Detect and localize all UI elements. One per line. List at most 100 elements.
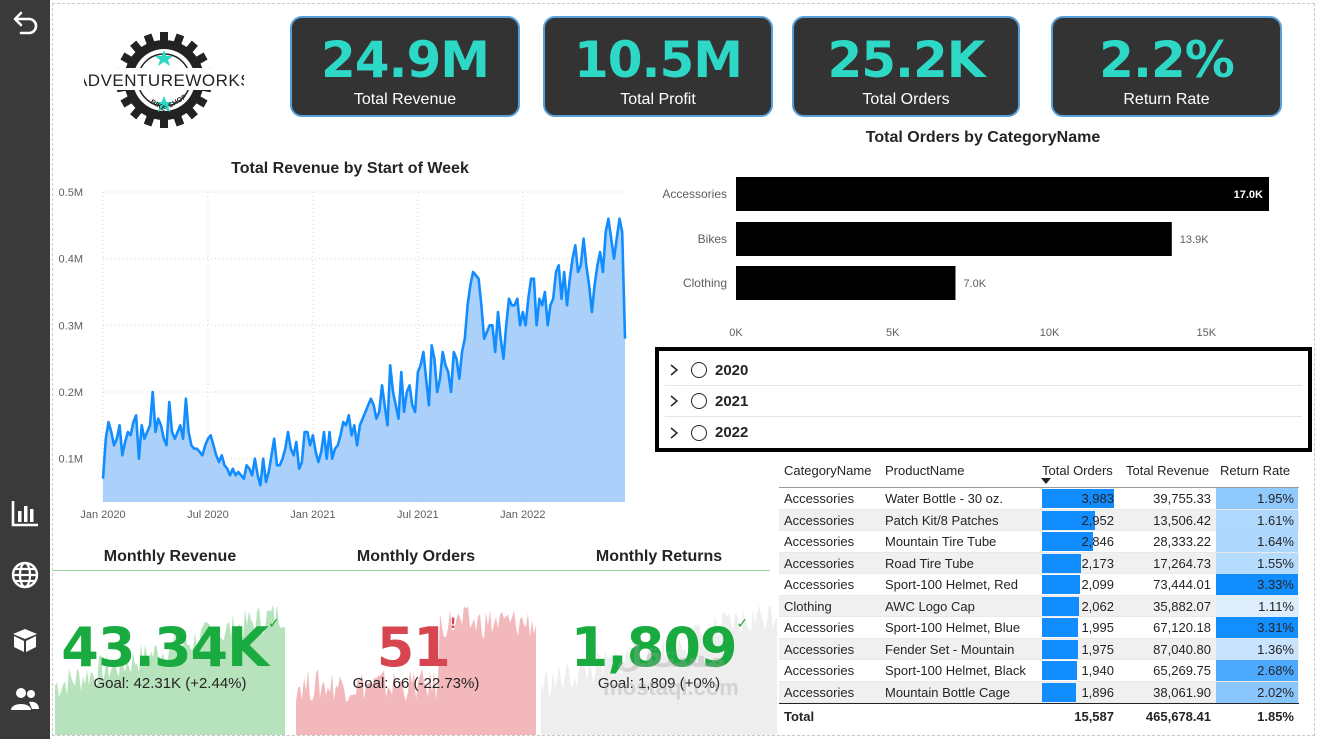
y-tick-label: 0.2M (59, 387, 83, 399)
bar-bikes (736, 222, 1172, 256)
divider (52, 570, 770, 571)
col-header-revenue[interactable]: Total Revenue (1126, 463, 1210, 478)
radio-button[interactable] (691, 393, 707, 409)
monthly-orders-kpi[interactable]: 51! Goal: 66 (-22.73%) (296, 580, 536, 735)
chevron-right-icon[interactable] (667, 363, 681, 377)
slicer-item-2021[interactable]: 2021 (665, 386, 1302, 417)
slicer-label: 2022 (715, 424, 749, 441)
adventureworks-logo: BIKE SHOP ADVENTUREWORKS (76, 30, 252, 130)
return-rate-heat (1216, 531, 1298, 552)
orders-databar (1042, 489, 1114, 508)
chevron-right-icon[interactable] (667, 394, 681, 408)
return-rate-heat (1216, 509, 1298, 531)
cell-category: Accessories (784, 684, 855, 700)
status-icon: ✓ (736, 616, 749, 632)
radio-button[interactable] (691, 424, 707, 441)
cell-revenue: 35,882.07 (1153, 598, 1211, 614)
gear-tooth (143, 114, 155, 127)
cell-return-rate: 1.36% (1257, 641, 1294, 657)
kpi-number: 43.34K (61, 616, 269, 679)
data-label: 17.0K (1234, 189, 1263, 201)
revenue-line-chart[interactable]: 0.1M 0.2M 0.3M 0.4M 0.5M Jan 2020 Jul 2020 Jan … (55, 180, 645, 525)
table-total-row: Total 15,587 465,678.41 1.85% (779, 703, 1299, 727)
kpi-total-profit: 10.5M Total Profit (543, 16, 773, 117)
cell-product: Sport-100 Helmet, Black (885, 663, 1026, 678)
monthly-returns-kpi[interactable]: 1,809✓ Goal: 1,809 (+0%) (541, 580, 777, 735)
sparkline-area (296, 606, 536, 735)
cell-product: Road Tire Tube (885, 555, 974, 571)
chevron-right-icon[interactable] (667, 426, 681, 440)
x-tick-label: 15K (1197, 327, 1217, 339)
col-header-orders[interactable]: Total Orders (1042, 463, 1113, 478)
table-row[interactable]: Accessories Fender Set - Mountain 1,975 87,… (779, 638, 1299, 660)
users-icon[interactable] (7, 681, 43, 717)
bar-chart-icon[interactable] (7, 495, 43, 531)
cell-revenue: 87,040.80 (1153, 641, 1211, 657)
sparkline (296, 606, 536, 735)
sparkline (55, 604, 285, 735)
cell-revenue: 73,444.01 (1153, 577, 1211, 592)
table-row[interactable]: Accessories Patch Kit/8 Patches 2,952 13,50… (779, 509, 1299, 531)
kpi-value: 1,809✓ (541, 616, 777, 679)
kpi-value: 51! (296, 616, 536, 679)
x-tick-label: Jan 2021 (290, 509, 335, 521)
globe-icon[interactable] (7, 557, 43, 593)
table-row[interactable]: Accessories Sport-100 Helmet, Black 1,940 6… (779, 660, 1299, 682)
cell-category: Accessories (784, 555, 855, 571)
table-row[interactable]: Clothing AWC Logo Cap 2,062 35,882.07 1.11% (779, 595, 1299, 617)
x-tick-label: 10K (1040, 327, 1060, 339)
col-header-category[interactable]: CategoryName (784, 463, 872, 478)
orders-databar (1042, 553, 1081, 573)
cell-product: Patch Kit/8 Patches (885, 512, 999, 528)
kpi-label: Total Revenue (353, 91, 457, 108)
cell-category: Accessories (784, 534, 855, 549)
gear-tooth (120, 52, 134, 65)
cell-category: Accessories (784, 663, 855, 678)
y-tick-label: 0.4M (59, 254, 83, 266)
year-slicer: 2020 2021 2022 (655, 347, 1312, 452)
cell-product: AWC Logo Cap (885, 598, 975, 614)
return-rate-heat (1216, 552, 1298, 574)
col-header-return-rate[interactable]: Return Rate (1220, 463, 1291, 478)
y-tick-label: 0.1M (59, 454, 83, 466)
revenue-line (101, 217, 627, 487)
sort-desc-icon[interactable] (1041, 478, 1051, 484)
table-row[interactable]: Accessories Water Bottle - 30 oz. 3,983 39,… (779, 488, 1299, 510)
table-row[interactable]: Accessories Sport-100 Helmet, Blue 1,995 67… (779, 617, 1299, 639)
table-row[interactable]: Accessories Mountain Bottle Cage 1,896 38,0… (779, 681, 1299, 703)
cell-return-rate: 1.11% (1258, 598, 1294, 614)
table-row[interactable]: Accessories Road Tire Tube 2,173 17,264.73 1… (779, 552, 1299, 574)
back-icon[interactable] (7, 6, 43, 42)
cell-orders: 1,975 (1081, 641, 1114, 657)
cell-product: Sport-100 Helmet, Red (885, 577, 1018, 592)
cell-category: Accessories (784, 512, 855, 528)
kpi-value: 24.9M (320, 31, 490, 89)
cell-category: Accessories (784, 641, 855, 657)
orders-databar (1042, 682, 1076, 702)
cell-orders: 1,896 (1081, 684, 1114, 700)
monthly-revenue-kpi[interactable]: 43.34K✓ Goal: 42.31K (+2.44%) (55, 580, 285, 735)
kpi-value: 25.2K (827, 31, 985, 89)
cell-category: Accessories (784, 577, 855, 592)
return-rate-heat (1216, 488, 1298, 509)
watermark-latin: mostaql.com (603, 675, 739, 700)
orders-databar (1042, 510, 1095, 530)
box-icon[interactable] (7, 622, 43, 658)
return-rate-heat (1216, 660, 1298, 681)
slicer-item-2022[interactable]: 2022 (665, 417, 1302, 448)
slicer-item-2020[interactable]: 2020 (665, 355, 1302, 386)
orders-by-category-chart[interactable]: 0K 5K 10K 15K Accessories 17.0K Bikes 13.9K Clot… (655, 165, 1315, 345)
return-rate-heat (1216, 617, 1298, 638)
bar-accessories (736, 177, 1269, 211)
gear-tooth (120, 95, 134, 108)
cell-category: Accessories (784, 491, 855, 506)
col-header-product[interactable]: ProductName (885, 463, 965, 478)
cell-orders: 2,099 (1081, 577, 1114, 592)
monthly-revenue-title: Monthly Revenue (103, 548, 237, 565)
gear-tooth (130, 106, 143, 120)
table-row[interactable]: Accessories Mountain Tire Tube 2,846 28,333… (779, 531, 1299, 553)
y-tick-label: 0.3M (59, 320, 83, 332)
radio-button[interactable] (691, 362, 707, 378)
table-row[interactable]: Accessories Sport-100 Helmet, Red 2,099 73,… (779, 574, 1299, 596)
